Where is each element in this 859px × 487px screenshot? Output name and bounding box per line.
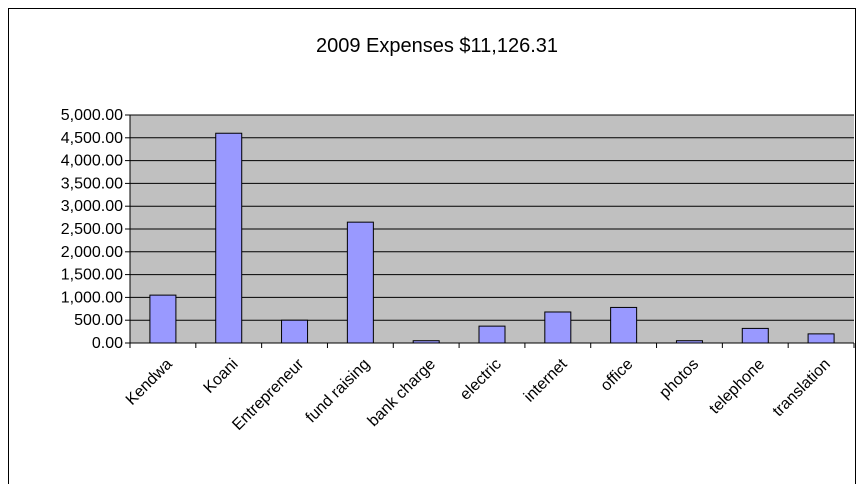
bar-kendwa	[149, 294, 177, 344]
y-tick-label: 2,500.00	[61, 221, 123, 238]
x-tick-label: bank charge	[365, 356, 439, 430]
bar-translation	[807, 333, 835, 344]
y-tick-label: 3,000.00	[61, 198, 123, 215]
y-tick-label: 1,000.00	[61, 289, 123, 306]
y-tick-label: 0.00	[92, 335, 123, 352]
x-tick-label: photos	[656, 356, 702, 402]
bar-office	[610, 306, 638, 344]
bar-fund-raising	[346, 221, 374, 344]
bar-electric	[478, 325, 506, 344]
y-tick-label: 4,000.00	[61, 153, 123, 170]
x-tick-label: Koani	[201, 356, 242, 397]
bar-entrepreneur	[281, 319, 309, 344]
x-tick-label: office	[598, 356, 637, 395]
x-tick-label: telephone	[706, 356, 768, 418]
x-tick-label: Entrepreneur	[229, 355, 308, 434]
y-tick-label: 1,500.00	[61, 267, 123, 284]
y-tick-label: 5,000.00	[61, 107, 123, 124]
bars	[149, 132, 835, 344]
bar-telephone	[741, 327, 769, 344]
x-tick-label: fund raising	[303, 356, 374, 427]
x-tick-label: electric	[457, 356, 505, 404]
y-tick-label: 3,500.00	[61, 175, 123, 192]
bar-photos	[675, 340, 703, 344]
chart-title: 2009 Expenses $11,126.31	[316, 35, 558, 57]
x-tick-label: internet	[521, 355, 571, 405]
y-tick-label: 4,500.00	[61, 130, 123, 147]
x-tick-label: Kendwa	[123, 356, 176, 409]
bar-internet	[544, 311, 572, 344]
y-axis: 0.00 500.00 1,000.00 1,500.00 2,000.00 2,500.…	[61, 107, 131, 352]
bar-koani	[215, 132, 243, 344]
x-tick-label: translation	[770, 356, 834, 420]
bar-bank-charge	[412, 340, 440, 344]
y-tick-label: 500.00	[74, 312, 123, 329]
gridlines	[130, 114, 854, 321]
y-tick-label: 2,000.00	[61, 244, 123, 261]
